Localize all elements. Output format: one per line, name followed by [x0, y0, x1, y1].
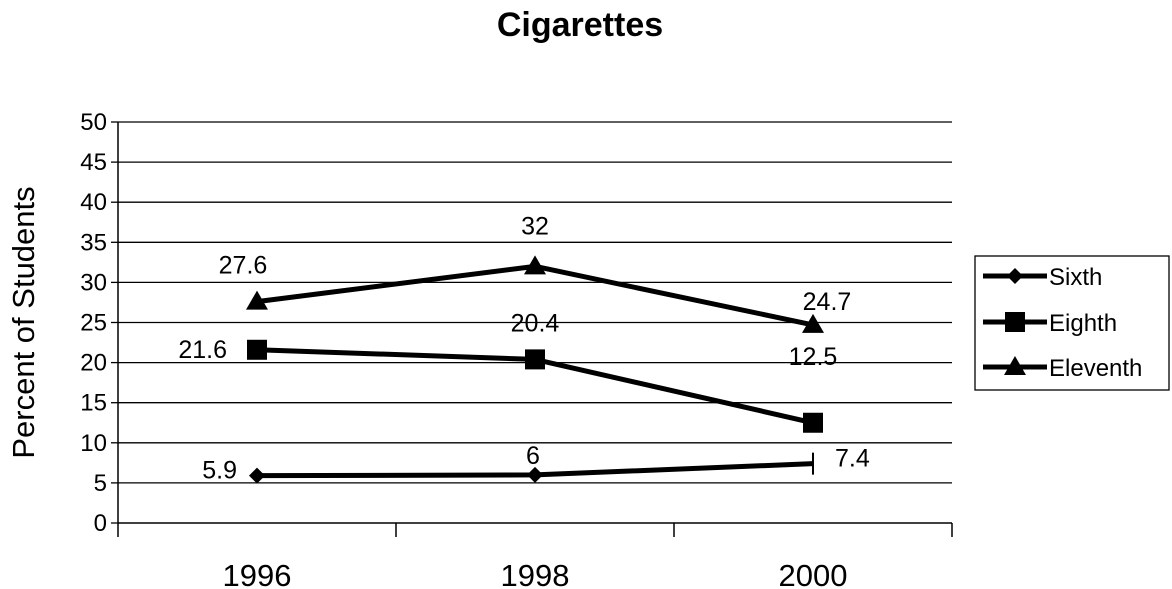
- data-point: [803, 412, 823, 433]
- y-tick-label: 25: [80, 310, 107, 337]
- data-label: 32: [521, 212, 549, 240]
- data-point: [524, 255, 546, 275]
- legend-entry: Sixth: [1049, 264, 1102, 291]
- y-tick-label: 50: [80, 109, 107, 136]
- x-tick-label: 2000: [779, 558, 848, 589]
- data-point: [802, 313, 824, 333]
- legend-entry: Eleventh: [1049, 355, 1142, 382]
- data-label: 7.4: [835, 445, 870, 473]
- data-label: 5.9: [202, 457, 237, 485]
- y-tick-label: 30: [80, 269, 107, 296]
- legend-entry: Eighth: [1049, 310, 1117, 337]
- y-tick-label: 10: [80, 430, 107, 457]
- legend-marker: [1007, 268, 1023, 284]
- chart-title: Cigarettes: [496, 6, 664, 44]
- data-point: [249, 467, 265, 484]
- data-label: 21.6: [178, 336, 227, 364]
- y-tick-label: 0: [94, 510, 107, 537]
- data-point: [246, 290, 268, 310]
- legend-marker: [1004, 356, 1026, 375]
- y-tick-label: 35: [80, 229, 107, 256]
- y-tick-label: 40: [80, 189, 107, 216]
- y-tick-label: 5: [94, 470, 107, 497]
- data-label: 24.7: [803, 288, 852, 316]
- legend-marker: [1005, 312, 1025, 332]
- y-tick-label: 15: [80, 390, 107, 417]
- data-point: [527, 466, 543, 483]
- y-tick-label: 20: [80, 350, 107, 377]
- data-label: 12.5: [789, 343, 838, 371]
- y-axis-label: Percent of Students: [6, 186, 41, 458]
- y-tick-label: 45: [80, 149, 107, 176]
- data-point: [525, 349, 545, 370]
- data-label: 27.6: [219, 252, 268, 280]
- data-label: 6: [526, 442, 540, 470]
- x-tick-label: 1998: [501, 558, 570, 589]
- data-label: 20.4: [511, 309, 560, 337]
- data-point: [247, 339, 267, 360]
- x-tick-label: 1996: [223, 558, 292, 589]
